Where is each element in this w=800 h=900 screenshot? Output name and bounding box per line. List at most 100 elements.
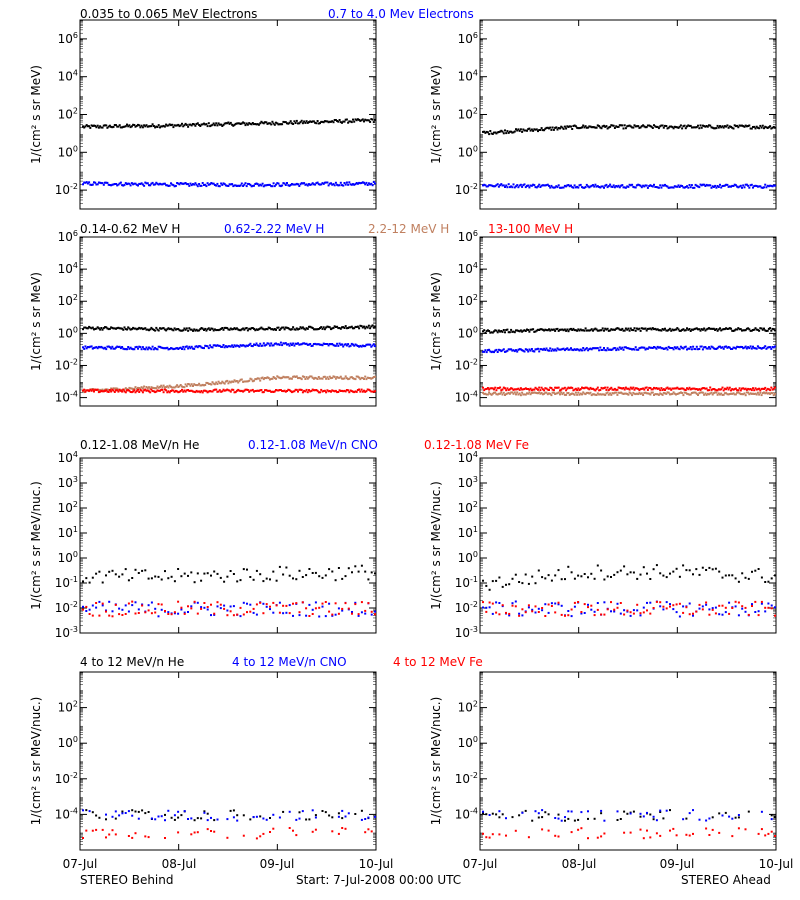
data-point	[298, 817, 301, 820]
data-point	[284, 342, 287, 345]
data-point	[121, 812, 124, 815]
data-point	[628, 183, 631, 186]
data-point	[720, 392, 723, 395]
data-point	[124, 568, 127, 571]
data-point	[262, 832, 265, 835]
data-point	[760, 347, 763, 350]
data-point	[95, 828, 98, 831]
data-point	[610, 386, 613, 389]
data-point	[272, 611, 275, 614]
data-point	[706, 125, 709, 128]
data-point	[699, 329, 702, 332]
data-point	[167, 185, 170, 187]
data-point	[199, 184, 202, 187]
data-point	[347, 812, 350, 815]
data-point	[617, 391, 620, 394]
data-point	[226, 609, 229, 612]
data-point	[613, 387, 616, 390]
data-point	[759, 327, 762, 330]
data-point	[207, 347, 210, 350]
data-point	[495, 601, 498, 604]
y-tick-label: 10-2	[455, 357, 478, 372]
data-point	[567, 126, 570, 128]
data-point	[85, 829, 88, 832]
data-point	[749, 392, 752, 395]
data-point	[545, 184, 548, 187]
data-point	[670, 393, 673, 396]
data-point	[758, 127, 761, 130]
data-point	[119, 327, 122, 330]
data-point	[369, 120, 372, 123]
data-point	[551, 391, 554, 394]
data-point	[760, 186, 763, 189]
data-point	[224, 122, 227, 125]
data-point	[190, 328, 193, 331]
data-point	[213, 124, 216, 127]
data-point	[328, 602, 331, 605]
data-point	[522, 349, 525, 352]
data-point	[228, 380, 231, 383]
data-point	[595, 328, 598, 331]
data-point	[144, 835, 147, 838]
data-point	[743, 388, 746, 391]
data-point	[97, 181, 100, 184]
data-point	[673, 125, 676, 128]
data-point	[172, 329, 175, 332]
data-point	[173, 580, 176, 583]
data-point	[238, 329, 241, 332]
data-point	[528, 127, 531, 130]
legend-row4-black: 4 to 12 MeV/n He	[80, 655, 184, 669]
data-point	[653, 394, 655, 396]
data-point	[360, 818, 363, 821]
data-point	[693, 348, 696, 350]
data-point	[151, 328, 154, 331]
data-point	[305, 183, 308, 186]
data-point	[353, 344, 356, 347]
data-point	[694, 126, 697, 129]
data-point	[132, 123, 135, 126]
data-point	[270, 185, 273, 188]
data-point	[737, 327, 740, 330]
data-point	[555, 349, 558, 352]
data-point	[559, 328, 561, 331]
data-point	[282, 390, 285, 393]
data-point	[173, 124, 176, 127]
data-point	[485, 130, 488, 133]
data-point	[650, 346, 653, 349]
data-point	[234, 380, 237, 383]
data-point	[188, 345, 191, 348]
data-point	[100, 327, 103, 329]
data-point	[138, 182, 141, 185]
data-point	[213, 613, 216, 616]
data-point	[666, 185, 669, 188]
data-point	[517, 329, 520, 332]
data-point	[499, 184, 502, 187]
data-point	[582, 387, 585, 390]
data-point	[765, 330, 768, 332]
data-point	[315, 328, 318, 331]
data-point	[485, 393, 488, 396]
data-point	[673, 328, 676, 331]
data-point	[519, 387, 522, 390]
data-point	[670, 388, 673, 391]
data-point	[298, 614, 301, 617]
data-point	[621, 346, 624, 349]
data-point	[636, 609, 639, 612]
data-point	[573, 184, 576, 187]
data-point	[700, 391, 703, 394]
data-point	[311, 613, 314, 615]
data-point	[144, 348, 147, 351]
data-point	[365, 343, 368, 346]
data-point	[322, 390, 325, 392]
data-point	[183, 182, 186, 185]
data-point	[532, 350, 535, 353]
data-point	[276, 122, 279, 125]
data-point	[715, 328, 718, 330]
data-point	[354, 601, 357, 604]
data-point	[672, 387, 675, 390]
data-point	[639, 614, 642, 617]
data-point	[771, 327, 774, 330]
data-point	[489, 331, 492, 334]
data-point	[712, 186, 715, 188]
data-point	[725, 183, 728, 186]
